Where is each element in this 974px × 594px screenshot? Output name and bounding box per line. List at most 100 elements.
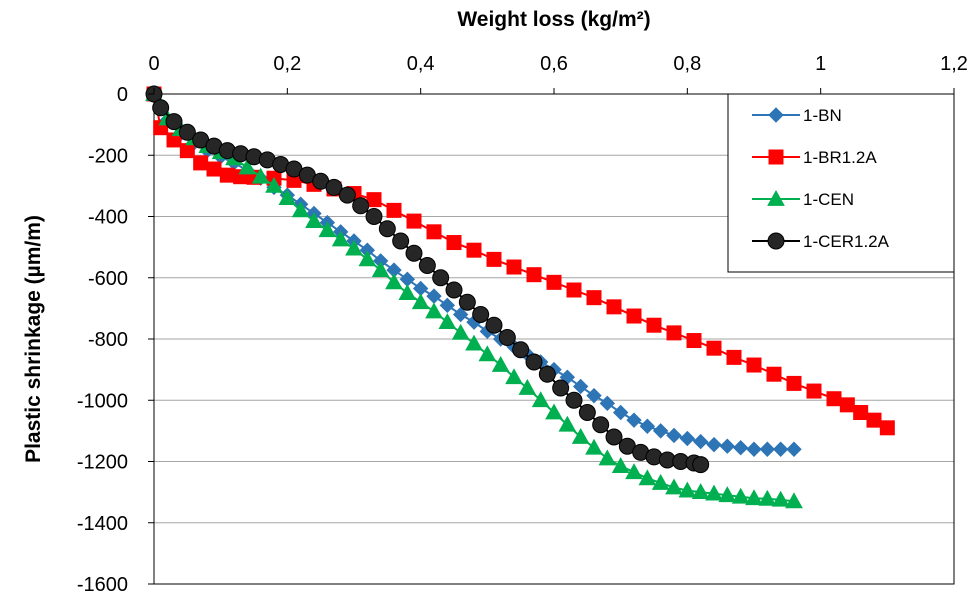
data-point-1-cer1-2a [605,428,623,446]
data-point-1-bn [692,433,709,450]
data-point-1-cen [758,489,777,506]
data-point-1-cen [518,378,537,395]
legend-item-1-bn: 1-BN [752,106,842,125]
legend-item-1-cer1-2a: 1-CER1.2A [752,232,890,251]
data-point-1-cer1-2a [325,178,343,196]
data-point-1-bn [666,427,682,444]
data-point-1-br1-2a [386,202,402,218]
data-point-1-cen [598,449,617,466]
data-point-1-cer1-2a [552,379,570,397]
data-point-1-bn [439,297,456,314]
data-point-1-bn [599,395,616,412]
legend-item-1-br1-2a: 1-BR1.2A [752,148,877,167]
data-point-1-br1-2a [726,349,742,365]
data-point-1-cen [505,368,523,385]
legend-marker [768,149,784,165]
data-point-1-cer1-2a [525,353,543,371]
data-point-1-cer1-2a [165,113,183,131]
data-point-1-cer1-2a [472,306,490,323]
data-point-1-cen [331,230,350,247]
data-point-1-bn [746,441,762,457]
data-point-1-cen [438,313,457,330]
data-point-1-bn [732,440,749,456]
data-point-1-cen [371,261,390,277]
data-point-1-cen [745,489,763,506]
data-point-1-cen [731,487,750,504]
data-point-1-br1-2a [766,366,782,382]
data-point-1-cer1-2a [485,316,503,334]
series-1-cen [145,84,803,509]
data-point-1-br1-2a [526,267,542,283]
data-point-1-br1-2a [506,259,522,275]
legend-label: 1-CEN [803,190,854,209]
data-point-1-br1-2a [626,308,642,324]
data-point-1-br1-2a [426,224,442,240]
data-point-1-br1-2a [853,405,869,420]
data-point-1-br1-2a [686,333,702,349]
x-tick-label: 1 [815,53,826,75]
data-point-1-cer1-2a [378,220,396,238]
y-tick-label: -1400 [77,513,128,535]
y-tick-label: -600 [88,268,128,290]
data-point-1-cen [705,484,723,501]
data-point-1-cen [291,201,310,218]
data-point-1-cen [558,415,577,432]
data-point-1-bn [706,436,722,453]
data-point-1-br1-2a [586,290,602,306]
data-point-1-bn [679,430,696,447]
y-tick-label: -1200 [77,452,128,474]
y-tick-label: -1000 [77,390,128,412]
x-tick-label: 0,6 [540,53,568,75]
data-point-1-cen [638,469,657,486]
data-point-1-br1-2a [826,391,842,407]
data-point-1-cen [651,473,670,490]
data-point-1-bn [772,441,789,457]
data-point-1-cen [398,284,417,300]
data-point-1-cen [411,293,430,310]
data-point-1-bn [626,412,642,428]
data-point-1-br1-2a [486,251,502,267]
data-point-1-br1-2a [879,420,895,436]
data-point-1-br1-2a [193,155,209,171]
data-point-1-cen [305,212,323,228]
data-point-1-cen [318,221,337,238]
data-point-1-cen [785,492,803,509]
data-point-1-cen [451,323,470,340]
data-point-1-cen [385,273,403,290]
data-point-1-br1-2a [646,317,662,333]
data-point-1-cen [531,391,550,408]
data-point-1-bn [719,438,736,454]
x-tick-label: 1,2 [940,53,968,75]
legend-item-1-cen: 1-CEN [752,189,854,209]
data-point-1-bn [612,404,629,421]
y-tick-label: 0 [117,84,128,106]
data-point-1-cer1-2a [178,123,196,141]
data-point-1-cen [238,158,257,175]
legend-label: 1-BR1.2A [803,148,877,167]
data-point-1-cen [718,486,737,503]
data-point-1-cen [425,302,443,319]
data-point-1-br1-2a [366,192,382,208]
series-1-cer1-2a [145,85,710,474]
legend: 1-BN 1-BR1.2A 1-CEN 1-CER1.2A [727,93,955,273]
x-axis-ticks: 0 0,2 0,4 0,6 0,8 1 1,2 [148,53,968,94]
data-point-1-br1-2a [746,357,762,373]
data-point-1-bn [639,418,656,434]
y-tick-label: -200 [88,145,128,167]
series-layer [145,84,895,509]
data-point-1-cen [345,239,363,256]
legend-marker [768,107,784,123]
data-point-1-cen [465,334,483,351]
x-tick-label: 0,8 [673,53,701,75]
data-point-1-br1-2a [606,299,622,315]
data-point-1-br1-2a [666,325,682,341]
data-point-1-br1-2a [406,213,422,229]
data-point-1-cen [545,403,563,420]
data-point-1-br1-2a [866,412,882,428]
data-point-1-cer1-2a [392,232,410,250]
data-point-1-cen [358,250,377,267]
data-point-1-cer1-2a [592,416,610,434]
legend-label: 1-CER1.2A [803,232,890,251]
data-point-1-cen [691,483,710,500]
